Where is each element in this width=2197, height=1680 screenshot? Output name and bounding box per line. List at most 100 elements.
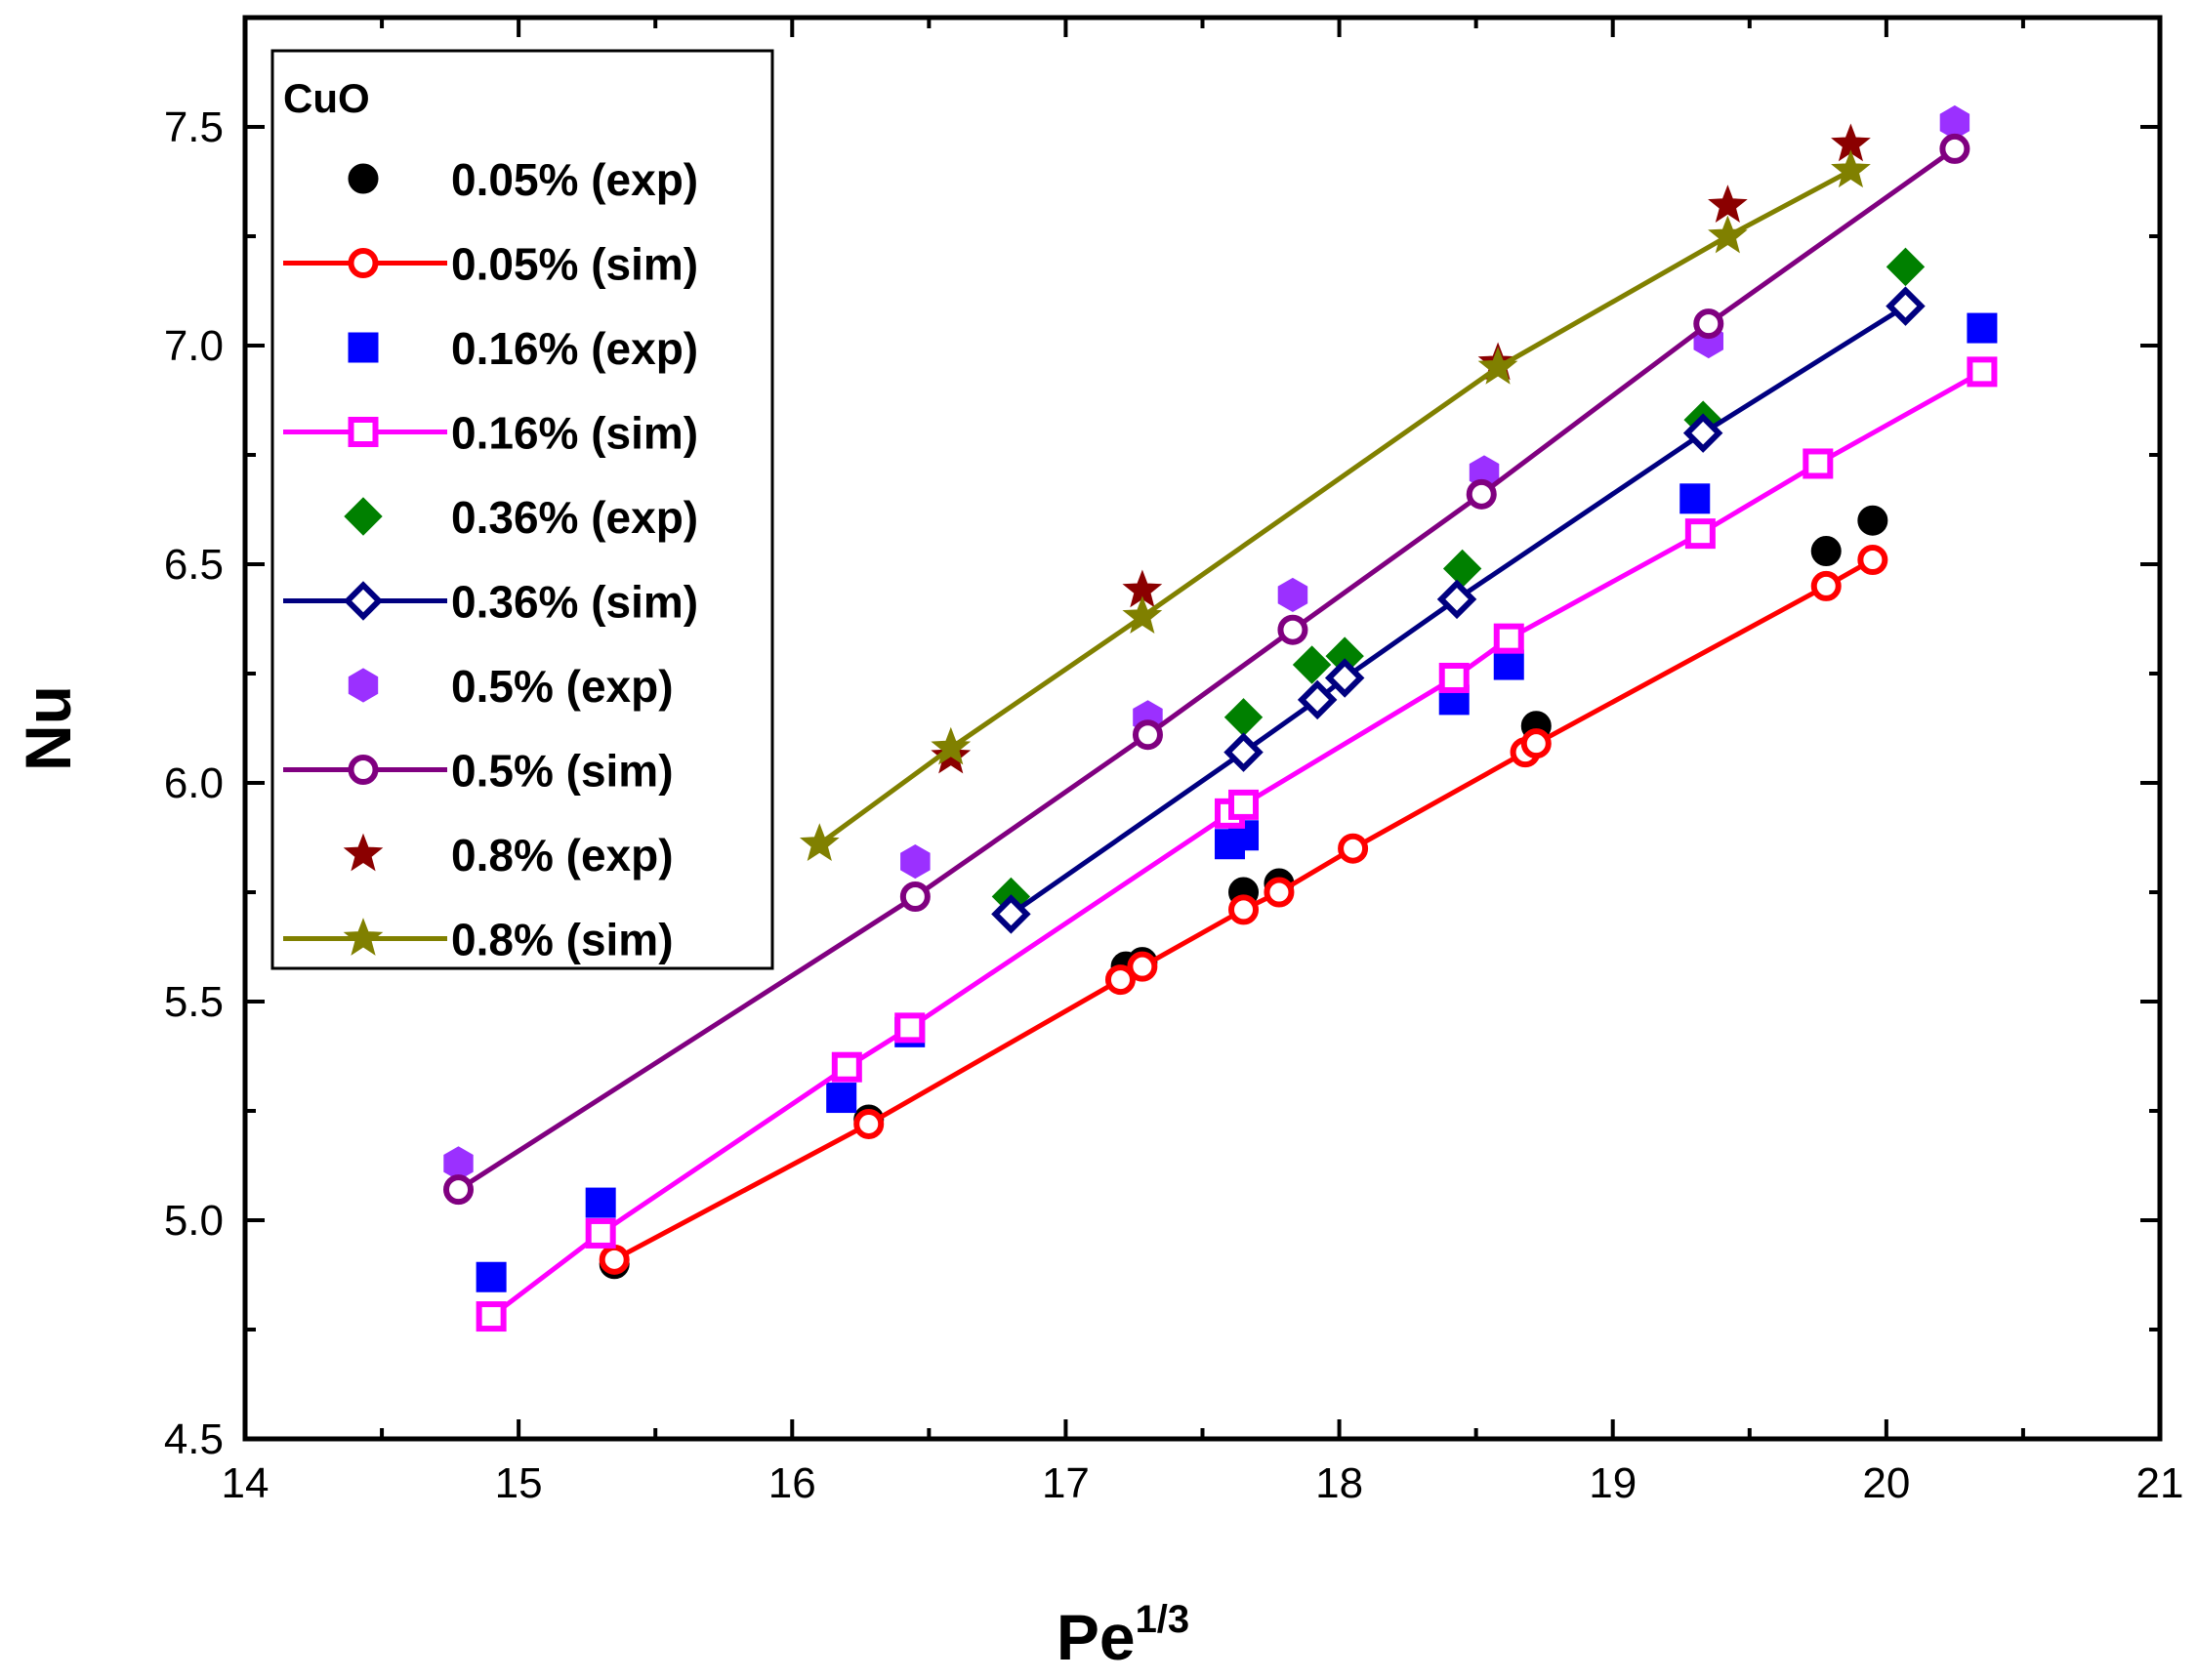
legend-marker — [343, 918, 384, 956]
legend-label: 0.5% (exp) — [451, 661, 674, 712]
legend-marker — [344, 497, 383, 536]
legend-label: 0.36% (exp) — [451, 492, 698, 543]
data-point — [1442, 549, 1482, 589]
y-axis: 4.5 5.0 5.5 6.0 6.5 7.0 7.5 — [164, 16, 2160, 1463]
data-point — [1493, 623, 1524, 654]
legend-label: 0.8% (sim) — [451, 915, 674, 965]
x-tick-label: 20 — [1862, 1459, 1910, 1507]
x-tick-label: 15 — [495, 1459, 543, 1507]
data-point — [1886, 247, 1926, 287]
series-line — [817, 168, 1852, 846]
legend-item: 0.8% (sim) — [283, 915, 674, 965]
legend-item: 0.36% (exp) — [344, 492, 698, 543]
data-point — [599, 1244, 630, 1275]
y-tick-label: 6.5 — [164, 541, 224, 589]
x-tick-label: 18 — [1315, 1459, 1363, 1507]
data-point — [1277, 614, 1308, 645]
series-layer — [443, 104, 1998, 1332]
legend-marker — [348, 755, 379, 785]
legend-marker — [343, 581, 384, 621]
legend-item: 0.16% (exp) — [348, 323, 698, 374]
data-point — [1324, 658, 1365, 698]
data-point — [1831, 149, 1871, 188]
legend-item: 0.05% (exp) — [348, 154, 698, 205]
legend-label: 0.5% (sim) — [451, 746, 674, 797]
x-axis-title-main: Pe — [1057, 1601, 1136, 1673]
legend-marker — [348, 332, 379, 363]
legend-marker — [348, 668, 379, 703]
data-point — [1223, 732, 1264, 772]
legend-label: 0.05% (exp) — [451, 154, 698, 205]
data-point — [1297, 679, 1338, 720]
legend-item: 0.36% (sim) — [283, 577, 698, 628]
data-point — [1228, 789, 1260, 820]
data-point — [476, 1261, 507, 1292]
legend-label: 0.36% (sim) — [451, 577, 698, 628]
legend-item: 0.5% (sim) — [283, 746, 674, 797]
data-point — [931, 726, 972, 765]
data-point — [1939, 133, 1970, 164]
data-point — [1708, 184, 1748, 223]
data-point — [1438, 662, 1470, 693]
x-axis-title: Pe1/3 — [1057, 1598, 1189, 1673]
data-point — [1277, 577, 1308, 612]
y-tick-label: 4.5 — [164, 1415, 224, 1463]
data-point — [1223, 698, 1264, 737]
data-point — [1684, 518, 1716, 550]
legend-item: 0.16% (sim) — [283, 408, 698, 459]
data-point — [1477, 346, 1518, 385]
y-axis-title: Nu — [12, 685, 84, 771]
data-point — [894, 1012, 926, 1044]
data-point — [1493, 649, 1524, 680]
series-5 — [991, 286, 1926, 934]
data-point — [1967, 356, 1998, 388]
x-tick-label: 17 — [1042, 1459, 1090, 1507]
legend-label: 0.16% (exp) — [451, 323, 698, 374]
legend-label: 0.16% (sim) — [451, 408, 698, 459]
data-point — [799, 823, 840, 862]
y-tick-label: 7.0 — [164, 322, 224, 370]
x-tick-label: 19 — [1589, 1459, 1637, 1507]
data-point — [853, 1108, 885, 1139]
data-point — [1520, 728, 1552, 759]
legend-label: 0.8% (exp) — [451, 830, 674, 881]
legend-item: 0.5% (exp) — [348, 661, 674, 712]
data-point — [1803, 448, 1834, 479]
data-point — [1708, 215, 1748, 254]
data-point — [1132, 719, 1163, 751]
data-point — [1338, 833, 1369, 864]
series-3 — [476, 356, 1998, 1332]
data-point — [1810, 536, 1842, 567]
data-point — [1857, 505, 1888, 536]
data-point — [1886, 286, 1926, 326]
data-point — [1679, 483, 1711, 514]
data-point — [1228, 894, 1260, 925]
data-point — [1292, 645, 1332, 684]
data-point — [585, 1217, 616, 1249]
x-tick-label: 21 — [2136, 1459, 2184, 1507]
series-7 — [443, 133, 1970, 1206]
data-point — [1122, 595, 1163, 635]
legend-marker — [348, 417, 379, 447]
data-point — [1682, 413, 1723, 453]
y-tick-label: 7.5 — [164, 103, 224, 151]
data-point — [1810, 570, 1842, 601]
data-point — [443, 1174, 475, 1206]
data-point — [1967, 312, 1998, 344]
data-point — [826, 1083, 857, 1114]
data-point — [1436, 579, 1477, 620]
data-point — [900, 844, 931, 880]
y-tick-label: 5.5 — [164, 978, 224, 1026]
data-point — [991, 894, 1031, 934]
legend-title: CuO — [283, 75, 370, 121]
series-9 — [799, 149, 1871, 862]
series-2 — [476, 312, 1998, 1292]
series-1 — [599, 545, 1888, 1275]
y-tick-label: 5.0 — [164, 1197, 224, 1245]
data-point — [585, 1187, 616, 1218]
legend-item: 0.8% (exp) — [343, 830, 674, 881]
data-point — [1693, 308, 1724, 340]
y-tick-label: 6.0 — [164, 759, 224, 807]
x-axis-title-sup: 1/3 — [1136, 1598, 1190, 1641]
